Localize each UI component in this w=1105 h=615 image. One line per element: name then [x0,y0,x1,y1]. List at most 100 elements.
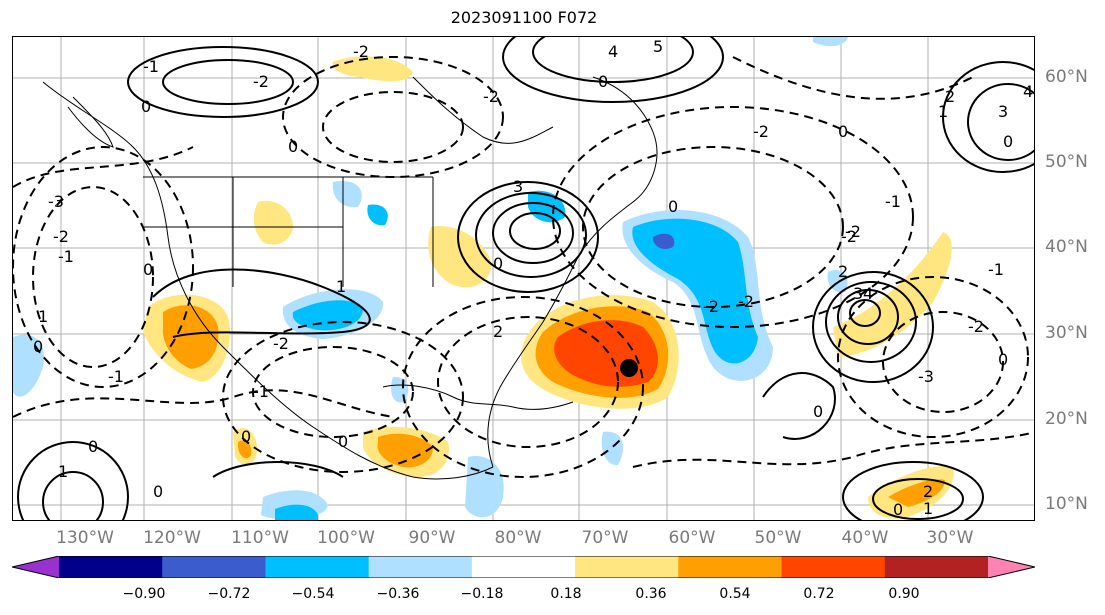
contour-label: 0 [241,427,251,446]
contour-label: 0 [1003,132,1013,151]
colorbar-tick-label: 0.36 [635,586,667,602]
contour-label: 1 [336,277,346,296]
contour-label: 0 [143,260,153,279]
contour-label: -2 [703,297,719,316]
lon-label: 70°W [581,528,629,548]
contour-label: -1 [988,260,1004,279]
lat-label: 40°N [1045,237,1088,257]
colorbar-extend-min [12,556,59,578]
contour-label: 3 [853,284,863,303]
contour-label: 2 [838,262,848,281]
contour-label: -2 [753,122,769,141]
colorbar-segment [678,556,783,578]
dashed-contours [13,56,1034,478]
colorbar [12,556,1035,578]
contour-label: -3 [48,192,64,211]
contour-label: 5 [653,37,663,56]
contour-label: -2 [53,227,69,246]
contour-label: -2 [841,227,857,246]
map-plot-area: -2 -2 -1 0 0 -2 0 4 5 -2 0 -1 -2 2 3 4 1… [12,36,1035,521]
colorbar-tick-label: −0.36 [376,586,420,602]
contour-label: 0 [493,254,503,273]
lat-label: 50°N [1045,152,1088,172]
contour-label: 0 [88,437,98,456]
contour-label: -3 [918,367,934,386]
colorbar-tick-label: 0.54 [719,586,751,602]
colorbar-segment [368,556,473,578]
lon-label: 100°W [317,528,375,548]
colorbar-tick-label: 0.18 [550,586,582,602]
lat-label: 60°N [1045,67,1088,87]
lon-label: 130°W [56,528,114,548]
contour-label: 4 [608,42,618,61]
contour-label: -1 [885,192,901,211]
contour-label: 2 [945,87,955,106]
contour-label: 0 [338,432,348,451]
contour-label: 0 [141,97,151,116]
colorbar-tick-label: 0.90 [888,586,920,602]
lon-label: 110°W [231,528,289,548]
contour-label: 0 [893,500,903,519]
contour-label: -2 [845,222,861,241]
contour-label: 2 [923,482,933,501]
contour-label: 0 [33,337,43,356]
contour-labels: -2 -2 -1 0 0 -2 0 4 5 -2 0 -1 -2 2 3 4 1… [33,37,1033,519]
contour-label: 1 [58,462,68,481]
contour-label: 4 [1023,82,1033,101]
contour-label: 1 [38,307,48,326]
colorbar-tick-label: −0.18 [460,586,504,602]
colorbar-segments [12,556,1035,578]
lon-label: 40°W [841,528,889,548]
lon-label: 60°W [668,528,716,548]
contour-label: -2 [353,42,369,61]
contour-label: -2 [738,292,754,311]
lat-label: 20°N [1045,409,1088,429]
contour-label: -2 [968,317,984,336]
contour-label: 0 [598,72,608,91]
colorbar-tick-label: −0.54 [291,586,335,602]
contour-label: -1 [108,367,124,386]
contour-label: 2 [493,322,503,341]
contour-label: 0 [668,197,678,216]
contour-label: 4 [863,284,873,303]
colorbar-segment [575,556,679,578]
colorbar-segment [781,556,886,578]
contour-label: -1 [143,57,159,76]
contour-label: 0 [838,122,848,141]
lat-label: 10°N [1045,494,1088,514]
lon-label: 80°W [494,528,542,548]
contour-label: 3 [513,177,523,196]
colorbar-extend-max [988,556,1035,578]
solid-contours [17,37,1034,520]
contour-label: -2 [253,72,269,91]
contour-label: -2 [483,87,499,106]
contour-label: -1 [58,247,74,266]
lon-label: 120°W [143,528,201,548]
contour-label: -2 [273,334,289,353]
storm-center-marker [620,359,638,377]
contour-label: 0 [153,482,163,501]
lon-label: 50°W [754,528,802,548]
contour-label: 0 [813,402,823,421]
colorbar-segment [471,556,576,578]
lon-label: 30°W [926,528,974,548]
colorbar-tick-label: −0.90 [122,586,166,602]
colorbar-segment [59,556,163,578]
lon-label: 90°W [408,528,456,548]
colorbar-segment [162,556,266,578]
contour-label: 3 [998,102,1008,121]
colorbar-tick-label: −0.72 [207,586,251,602]
contour-label: 1 [938,102,948,121]
colorbar-segment [265,556,370,578]
contour-label: 1 [923,499,933,518]
map-title: 2023091100 F072 [450,8,598,27]
positive-anomaly-shading [143,56,954,519]
contour-label: -1 [253,382,269,401]
lat-label: 30°N [1045,323,1088,343]
contour-label: 0 [998,350,1008,369]
colorbar-tick-label: 0.72 [803,586,835,602]
colorbar-segment [884,556,989,578]
coastlines [42,76,658,480]
contour-label: 0 [288,137,298,156]
map-canvas: -2 -2 -1 0 0 -2 0 4 5 -2 0 -1 -2 2 3 4 1… [13,37,1034,520]
